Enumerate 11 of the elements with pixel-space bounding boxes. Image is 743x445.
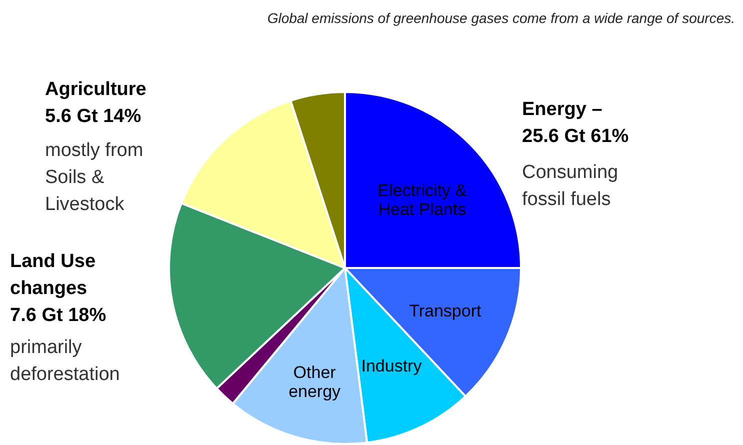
text: primarily deforestation	[10, 337, 120, 385]
text: mostly from Soils & Livestock	[45, 140, 144, 215]
slice-label: Transport	[409, 301, 482, 320]
slice-label: Industry	[361, 356, 422, 376]
text: Land Use changes 7.6 Gt 18%	[10, 251, 106, 326]
text: Consuming fossil fuels	[522, 162, 618, 210]
slice-label: Other energy	[288, 362, 342, 401]
slice-label: Electricity & Heat Plants	[378, 180, 468, 219]
text: Energy – 25.6 Gt 61%	[522, 99, 629, 147]
chart-title: Global emissions of greenhouse gases come from a wide range of sources.	[267, 10, 735, 26]
text: Agriculture 5.6 Gt 14%	[45, 79, 146, 127]
